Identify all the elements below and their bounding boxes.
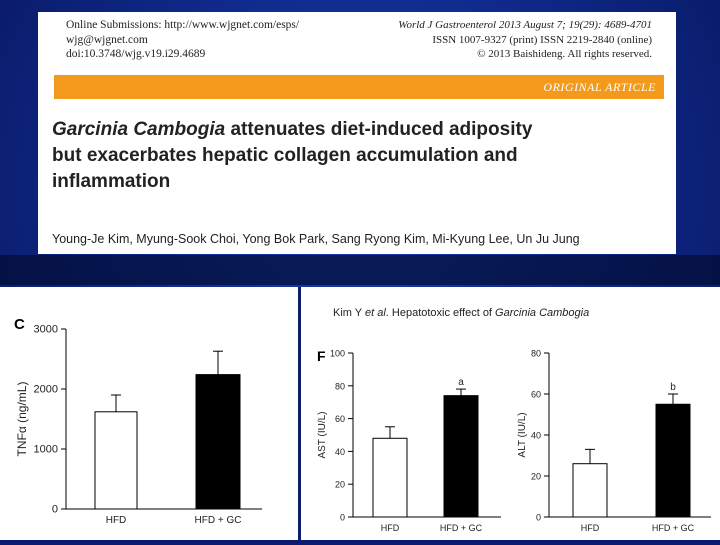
y-tick-label: 60 xyxy=(531,390,541,400)
copyright: © 2013 Baishideng. All rights reserved. xyxy=(477,48,652,60)
panel-divider xyxy=(298,287,301,540)
y-axis-label: TNFα (ng/mL) xyxy=(15,382,29,457)
y-tick-label: 0 xyxy=(536,513,541,523)
figure-panel-f: Kim Y et al. Hepatotoxic effect of Garci… xyxy=(301,287,720,540)
y-axis-label: ALT (IU/L) xyxy=(517,412,528,457)
running-head-text: . Hepatotoxic effect of xyxy=(385,307,496,319)
y-tick-label: 0 xyxy=(340,513,345,523)
author-list: Young-Je Kim, Myung-Sook Choi, Yong Bok … xyxy=(52,232,580,246)
significance-label: b xyxy=(670,382,676,393)
y-tick-label: 80 xyxy=(531,349,541,359)
article-type-bar: ORIGINAL ARTICLE xyxy=(54,75,664,99)
y-tick-label: 3000 xyxy=(34,324,58,336)
y-tick-label: 0 xyxy=(52,504,58,516)
bar xyxy=(195,374,241,510)
y-tick-label: 20 xyxy=(335,480,345,490)
dark-band xyxy=(0,255,720,285)
category-label: HFD xyxy=(581,523,600,533)
panel-letter: F xyxy=(317,348,326,364)
title-line1: attenuates diet-induced adiposity xyxy=(225,119,533,140)
category-label: HFD xyxy=(106,515,127,526)
running-head-author: Kim Y xyxy=(333,307,365,319)
journal-citation: World J Gastroenterol 2013 August 7; 19(… xyxy=(398,19,652,31)
category-label: HFD xyxy=(381,523,400,533)
bar xyxy=(94,411,138,510)
tnf-alpha-chart: 0 1000 2000 3000 TNFα (ng/mL) C HFD HFD + GC xyxy=(14,316,262,526)
alt-chart: 0 20 40 60 80 ALT (IU/L) HFD b HFD + GC xyxy=(517,349,711,533)
y-tick-label: 1000 xyxy=(34,444,58,456)
y-tick-label: 40 xyxy=(531,431,541,441)
y-tick-label: 100 xyxy=(330,349,345,359)
bar xyxy=(372,437,408,518)
running-head: Kim Y et al. Hepatotoxic effect of Garci… xyxy=(333,307,589,319)
bar xyxy=(443,395,479,518)
bar xyxy=(572,463,608,518)
header-right: World J Gastroenterol 2013 August 7; 19(… xyxy=(398,18,652,62)
running-head-etal: et al xyxy=(365,307,386,319)
category-label: HFD + GC xyxy=(652,523,695,533)
category-label: HFD + GC xyxy=(440,523,483,533)
y-tick-label: 60 xyxy=(335,414,345,424)
paper-header-excerpt: Online Submissions: http://www.wjgnet.co… xyxy=(38,12,676,254)
y-axis-label: AST (IU/L) xyxy=(317,411,328,458)
article-type: ORIGINAL ARTICLE xyxy=(543,80,656,94)
running-head-species: Garcinia Cambogia xyxy=(495,307,590,319)
header-left: Online Submissions: http://www.wjgnet.co… xyxy=(66,18,299,62)
y-tick-label: 80 xyxy=(335,381,345,391)
article-title: Garcinia Cambogia attenuates diet-induce… xyxy=(52,117,662,195)
title-species: Garcinia Cambogia xyxy=(52,119,226,140)
panel-letter: C xyxy=(14,316,25,333)
issn: ISSN 1007-9327 (print) ISSN 2219-2840 (o… xyxy=(432,33,652,46)
figure-panel-c: 0 1000 2000 3000 TNFα (ng/mL) C HFD HFD + GC xyxy=(0,287,298,540)
y-tick-label: 40 xyxy=(335,447,345,457)
significance-label: a xyxy=(458,377,464,388)
doi: doi:10.3748/wjg.v19.i29.4689 xyxy=(66,48,206,60)
journal-email: wjg@wjgnet.com xyxy=(66,33,148,46)
title-line2: but exacerbates hepatic collagen accumul… xyxy=(52,145,518,166)
ast-chart: 0 20 40 60 80 100 AST (IU/L) F HFD a HFD + GC xyxy=(317,348,501,533)
title-line3: inflammation xyxy=(52,171,171,192)
bar xyxy=(655,403,691,518)
category-label: HFD + GC xyxy=(195,515,242,526)
y-tick-label: 20 xyxy=(531,472,541,482)
y-tick-label: 2000 xyxy=(34,384,58,396)
online-submissions: Online Submissions: http://www.wjgnet.co… xyxy=(66,19,300,31)
